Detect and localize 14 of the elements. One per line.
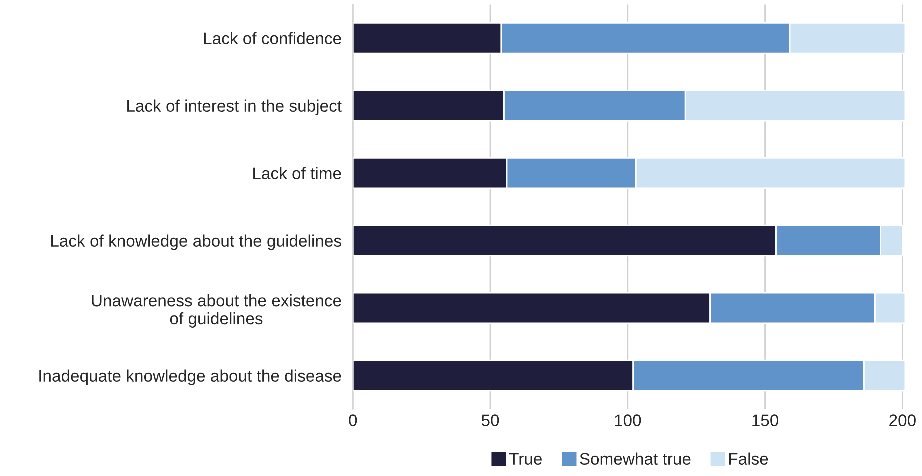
- x-tick-label: 0: [349, 414, 358, 426]
- y-tick-label: Lack of interest in the subject: [128, 100, 342, 116]
- y-tick-label: Lack of knowledge about the guidelines: [52, 234, 342, 250]
- y-tick-label: Lack of confidence: [204, 32, 342, 45]
- legend-label: False: [730, 452, 768, 466]
- y-tick-label: Unawareness about the existence of guidelines: [92, 294, 342, 328]
- x-tick-label: 200: [890, 414, 916, 426]
- x-tick-label: 150: [752, 414, 779, 426]
- x-tick-label: 100: [615, 414, 642, 426]
- legend-label: True: [509, 453, 542, 466]
- y-tick-label: Inadequate knowledge about the disease: [40, 370, 342, 386]
- y-tick-label: Lack of time: [254, 167, 342, 180]
- x-tick-label: 50: [482, 414, 500, 426]
- legend-label: Somewhat true: [580, 452, 691, 466]
